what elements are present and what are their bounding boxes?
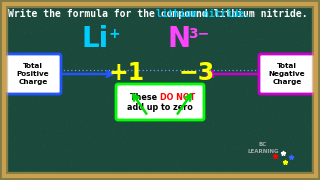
Text: Total
Negative
Charge: Total Negative Charge: [269, 63, 305, 85]
Text: Total
Positive
Charge: Total Positive Charge: [17, 63, 49, 85]
FancyBboxPatch shape: [116, 84, 204, 120]
FancyBboxPatch shape: [5, 54, 61, 94]
Text: N: N: [168, 25, 191, 53]
Text: DO NOT: DO NOT: [160, 93, 195, 102]
FancyBboxPatch shape: [259, 54, 315, 94]
Text: +: +: [108, 27, 120, 41]
Text: Li: Li: [82, 25, 109, 53]
Text: +1: +1: [109, 61, 145, 85]
Text: add up to zero: add up to zero: [127, 102, 193, 111]
Text: lithium nitride.: lithium nitride.: [156, 9, 250, 19]
Text: −3: −3: [179, 61, 215, 85]
Text: These: These: [130, 93, 160, 102]
Text: 3−: 3−: [188, 27, 209, 41]
Text: Write the formula for the compound lithium nitride.: Write the formula for the compound lithi…: [8, 9, 308, 19]
Text: BC
LEARNING: BC LEARNING: [247, 142, 279, 154]
